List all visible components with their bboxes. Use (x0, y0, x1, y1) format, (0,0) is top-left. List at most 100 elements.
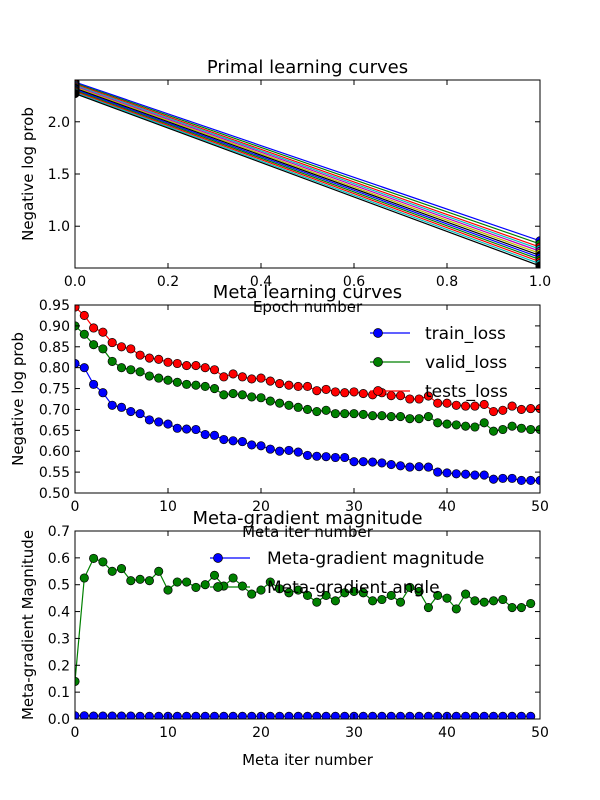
legend-angle-marker (213, 582, 223, 592)
meta-learning-series-0-point (405, 462, 415, 472)
meta-learning-series-2-point (507, 401, 517, 411)
meta-learning-series-1-point (219, 390, 229, 400)
legend-train-marker (373, 328, 383, 338)
meta-learning-series-1-point (386, 411, 396, 422)
meta-learning-series-0-point (507, 473, 517, 483)
meta-learning-series-2-point (144, 353, 154, 363)
panel-meta-learning: 0 10 20 30 40 50 0.50 0.55 0.60 0.65 0.70 0.75 0.80 0… (9, 282, 549, 541)
meta-learning-series-1-point (302, 404, 313, 414)
meta-learning-series-2-point (414, 394, 424, 404)
meta-gradient-series-0-point (358, 711, 368, 719)
meta-learning-series-2-point (349, 387, 359, 397)
meta-gradient-series-0-point (507, 711, 517, 719)
meta-learning-series-1-point (349, 409, 359, 419)
meta-learning-series-2-point (330, 387, 340, 397)
meta-learning-series-1-point (237, 390, 247, 400)
primal-x-tick-label: 0.2 (157, 274, 179, 290)
primal-x-tick-label: 0.8 (436, 274, 458, 290)
meta-learning-y-tick-label: 0.95 (39, 298, 70, 314)
meta-learning-series-0-point (526, 475, 536, 486)
meta-learning-series-1-point (265, 396, 275, 406)
meta-gradient-series-0-point (498, 711, 508, 719)
meta-learning-series-1-point (358, 409, 368, 420)
meta-learning-series-0-point (312, 451, 322, 461)
meta-gradient-series-1-point (172, 577, 182, 587)
primal-series-8-line (75, 89, 540, 261)
meta-learning-series-2-point (488, 406, 499, 417)
meta-learning-series-0-point (349, 457, 359, 467)
primal-series-3-line (75, 84, 540, 250)
meta-learning-y-tick-label: 0.90 (39, 319, 70, 335)
meta-learning-series-1-point (154, 373, 164, 383)
meta-gradient-series-1-point (135, 574, 145, 584)
meta-learning-series-0-point (79, 363, 89, 373)
meta-gradient-series-0-point (237, 711, 247, 719)
meta-learning-x-tick-label: 20 (252, 499, 270, 515)
meta-gradient-series-1-point (330, 596, 340, 606)
meta-learning-series-0-point (302, 450, 313, 460)
meta-learning-series-2-point (219, 372, 229, 382)
meta-learning-series-0-point (293, 447, 303, 457)
meta-gradient-series-1-point (98, 557, 108, 567)
meta-learning-series-0-point (377, 458, 387, 468)
meta-gradient-series-1-point (228, 573, 238, 583)
meta-learning-series-0-point (395, 461, 406, 471)
meta-learning-series-0-point (247, 440, 257, 450)
meta-gradient-series-0-point (526, 711, 536, 719)
meta-learning-x-tick-label: 10 (159, 499, 177, 515)
meta-gradient-series-0-point (488, 711, 499, 719)
meta-learning-series-0-point (237, 437, 247, 447)
meta-learning-series-1-point (368, 411, 378, 421)
meta-gradient-series-1-point (433, 590, 443, 601)
meta-gradient-y-tick-label: 0.7 (48, 524, 70, 540)
meta-learning-series-1-point (377, 411, 387, 421)
meta-gradient-series-1-point (368, 596, 378, 606)
meta-gradient-series-1-point (107, 566, 117, 576)
primal-y-tick-label: 1.5 (48, 167, 70, 183)
meta-learning-series-0-point (414, 462, 424, 472)
meta-gradient-series-1-point (488, 596, 499, 606)
meta-learning-x-axis-label: Meta iter number (242, 523, 374, 541)
meta-learning-series-2-point (135, 350, 145, 360)
meta-learning-title: Meta learning curves (213, 282, 402, 303)
primal-x-axis-label: Epoch number (253, 298, 363, 316)
meta-learning-series-2-point (172, 358, 182, 369)
meta-learning-series-1-point (200, 381, 210, 392)
meta-gradient-series-0-point (479, 711, 489, 719)
meta-gradient-y-tick-label: 0.1 (48, 685, 70, 701)
meta-gradient-series-1-point (89, 553, 99, 563)
meta-learning-series-0-point (321, 452, 331, 462)
meta-learning-series-1-point (228, 389, 238, 399)
meta-gradient-series-0-point (340, 711, 350, 719)
meta-learning-series-1-point (451, 420, 461, 430)
meta-gradient-series-1-point (116, 564, 127, 574)
meta-gradient-series-0-point (461, 711, 471, 719)
meta-learning-series-1-point (414, 414, 424, 424)
meta-learning-series-1-point (284, 400, 294, 410)
meta-learning-series-0-point (516, 475, 526, 486)
meta-gradient-series-1-point (79, 573, 89, 583)
meta-gradient-series-1-point (163, 585, 173, 595)
meta-learning-series-2-point (461, 401, 471, 411)
meta-learning-y-tick-label: 0.55 (39, 465, 70, 481)
meta-learning-series-2-point (256, 373, 266, 383)
meta-learning-series-2-point (79, 310, 89, 320)
meta-learning-series-2-point (228, 369, 238, 379)
meta-learning-series-2-point (126, 344, 136, 354)
meta-gradient-series-0-point (368, 711, 378, 719)
meta-learning-series-2-point (386, 391, 396, 401)
meta-gradient-series-0-point (200, 711, 210, 719)
meta-gradient-series-1-point (284, 588, 294, 598)
meta-learning-series-2-point (200, 363, 210, 373)
primal-series-7-line (75, 88, 540, 259)
meta-learning-axes-frame (74, 304, 541, 494)
primal-series-9-line (75, 90, 540, 263)
meta-gradient-series-0-point (228, 711, 238, 719)
meta-gradient-series-1-point (275, 584, 285, 594)
meta-gradient-y-tick-label: 0.3 (48, 631, 70, 647)
meta-learning-series-2-point (470, 401, 480, 411)
meta-gradient-series-1-point (349, 586, 359, 596)
meta-learning-series-1-point (275, 398, 285, 408)
meta-learning-series-2-point (321, 384, 331, 394)
meta-learning-series-1-point (116, 363, 127, 373)
